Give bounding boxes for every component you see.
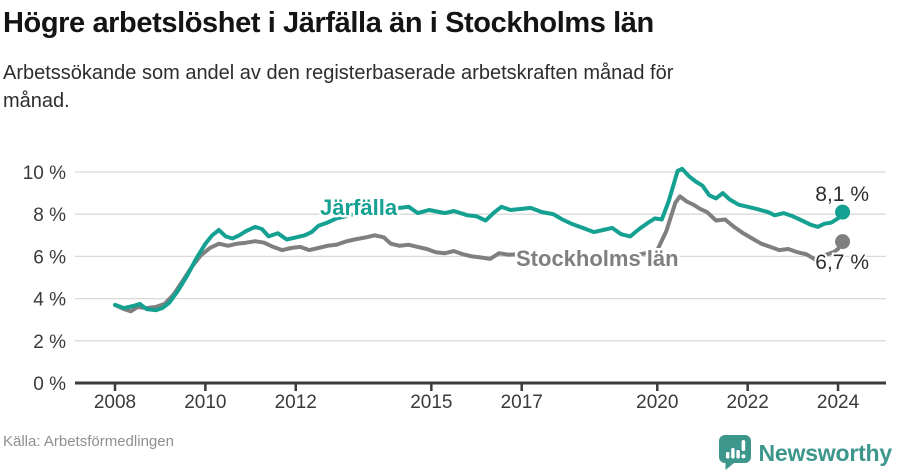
x-tick-label: 2017 (501, 392, 543, 413)
x-tick-label: 2010 (184, 392, 226, 413)
brand-name: Newsworthy (758, 439, 893, 466)
y-tick-label: 2 % (33, 332, 66, 353)
x-tick-label: 2012 (275, 392, 317, 413)
subtitle-line-1: Arbetssökande som andel av den registerb… (3, 62, 674, 84)
chart-subtitle: Arbetssökande som andel av den registerb… (3, 59, 673, 115)
stockholms-lan-series-label: Stockholms län (516, 246, 679, 271)
jarfalla-end-dot (835, 204, 851, 220)
newsworthy-brand: Newsworthy (718, 435, 893, 471)
y-tick-label: 4 % (33, 290, 66, 311)
page-title: Högre arbetslöshet i Järfälla än i Stock… (3, 7, 654, 39)
x-tick-label: 2022 (727, 392, 769, 413)
jarfalla-series-label: Järfälla (320, 195, 398, 220)
y-tick-label: 6 % (33, 247, 66, 268)
subtitle-line-2: månad. (3, 90, 70, 112)
source-credit: Källa: Arbetsförmedlingen (3, 433, 174, 450)
x-tick-label: 2020 (636, 392, 678, 413)
bar-chart-speech-bubble-icon (718, 435, 751, 470)
y-tick-label: 10 % (23, 163, 66, 184)
jarfalla-end-value-label: 8,1 % (815, 183, 869, 206)
stockholms-lan-line (113, 194, 845, 314)
y-tick-label: 8 % (33, 205, 66, 226)
x-tick-label: 2024 (817, 392, 860, 413)
stockholms-lan-end-dot (835, 234, 851, 250)
x-tick-label: 2015 (410, 392, 452, 413)
jarfalla-line (113, 166, 845, 313)
x-tick-label: 2008 (94, 392, 136, 413)
stockholms-lan-end-value-label: 6,7 % (815, 251, 869, 274)
y-tick-label: 0 % (33, 374, 66, 395)
